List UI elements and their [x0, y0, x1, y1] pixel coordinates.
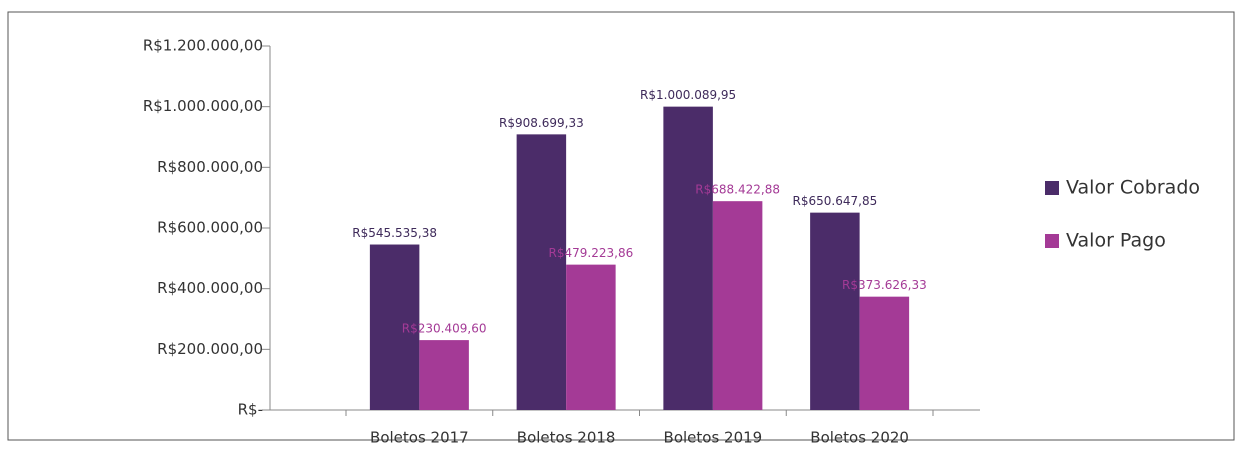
y-tick-label: R$800.000,00 — [157, 158, 263, 176]
y-tick-label: R$200.000,00 — [157, 340, 263, 358]
bar — [566, 264, 616, 410]
y-tick-label: R$1.200.000,00 — [143, 37, 263, 55]
value-label: R$650.647,85 — [793, 194, 878, 208]
value-label: R$373.626,33 — [842, 278, 927, 292]
bar — [663, 106, 713, 411]
x-tick-label: Boletos 2018 — [517, 429, 616, 447]
bar — [419, 340, 469, 410]
legend-label: Valor Pago — [1066, 230, 1166, 252]
bar — [712, 201, 763, 410]
bar — [810, 212, 860, 410]
y-tick-label: R$400.000,00 — [157, 279, 263, 297]
bar — [369, 244, 420, 410]
bar — [516, 134, 567, 410]
legend-label: Valor Cobrado — [1066, 177, 1200, 199]
value-label: R$545.535,38 — [352, 226, 437, 240]
value-label: R$1.000.089,95 — [640, 88, 736, 102]
value-label: R$479.223,86 — [549, 246, 634, 260]
bar — [859, 296, 910, 410]
chart-border — [7, 11, 1235, 441]
value-label: R$908.699,33 — [499, 116, 584, 130]
y-tick-label: R$600.000,00 — [157, 219, 263, 237]
y-tick-label: R$- — [238, 401, 263, 419]
x-tick-label: Boletos 2019 — [664, 429, 763, 447]
legend-swatch — [1045, 181, 1059, 195]
x-tick-label: Boletos 2017 — [370, 429, 469, 447]
y-tick-label: R$1.000.000,00 — [143, 97, 263, 115]
value-label: R$688.422,88 — [695, 183, 780, 197]
x-tick-label: Boletos 2020 — [810, 429, 909, 447]
value-label: R$230.409,60 — [402, 322, 487, 336]
legend-swatch — [1045, 234, 1059, 248]
